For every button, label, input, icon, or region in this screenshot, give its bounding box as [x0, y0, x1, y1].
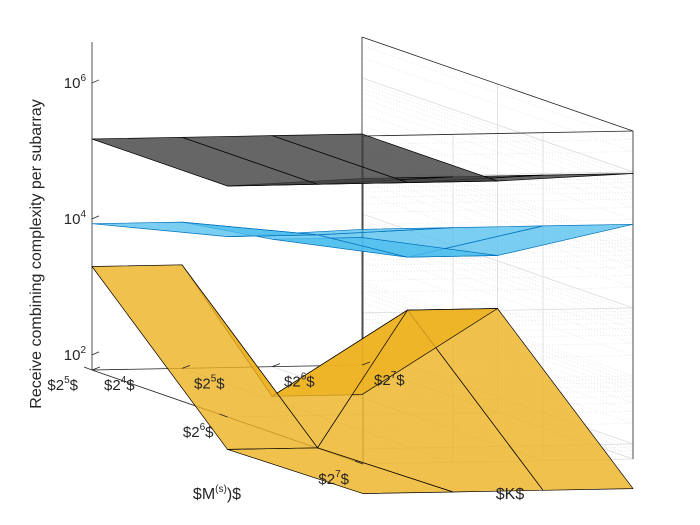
z-axis-label: Receive combining complexity per subarra… — [28, 99, 45, 408]
z-tick-label: 102 — [64, 345, 87, 364]
z-gridline — [362, 266, 634, 273]
y-tick-label: $26$ — [284, 372, 315, 391]
z-gridline — [362, 182, 634, 188]
x-tick-label: $27$ — [318, 469, 349, 488]
x-axis-label: $M(s))$ — [193, 484, 241, 503]
z-gridline — [362, 287, 634, 293]
x-tick-label: $25$ — [47, 375, 78, 394]
surface-3 — [91, 133, 634, 187]
z-gridline — [362, 207, 634, 213]
x-tick-mark — [354, 460, 364, 465]
z-gridline — [362, 260, 634, 266]
z-tick-label: 104 — [64, 209, 87, 228]
z-gridline — [362, 219, 634, 225]
surface-patch — [91, 221, 318, 237]
z-tick-mark — [91, 351, 100, 356]
y-tick-mark — [91, 366, 101, 371]
y-tick-mark — [181, 364, 191, 369]
z-gridline — [362, 186, 634, 193]
x-tick-mark — [83, 366, 93, 371]
y-tick-label: $24$ — [104, 375, 135, 394]
surface-patch — [91, 136, 318, 187]
ticks: $25$ $26$ $27$ $24$ $25$ $26$ $27$ 102 104 106 — [47, 73, 405, 488]
y-tick-mark — [361, 361, 371, 366]
z-tick-label: 106 — [64, 73, 87, 92]
z-tick-mark — [91, 215, 100, 220]
axis-line — [362, 130, 634, 137]
z-tick-mark — [91, 79, 100, 84]
y-tick-label: $25$ — [194, 373, 225, 392]
y-tick-mark — [271, 363, 281, 368]
x-tick-label: $26$ — [183, 422, 214, 441]
z-gridline — [362, 254, 634, 261]
z-gridline — [362, 139, 634, 145]
axis-line — [361, 36, 634, 132]
surface-2 — [91, 221, 634, 258]
z-gridline — [362, 198, 634, 205]
y-tick-label: $27$ — [374, 370, 405, 389]
z-gridline — [362, 192, 634, 198]
surfaces — [91, 133, 634, 494]
z-gridline — [362, 275, 634, 281]
surface-patch — [91, 264, 318, 450]
surface-1 — [91, 264, 634, 494]
y-axis-label: $K$ — [496, 486, 525, 503]
x-tick-mark — [219, 413, 228, 418]
